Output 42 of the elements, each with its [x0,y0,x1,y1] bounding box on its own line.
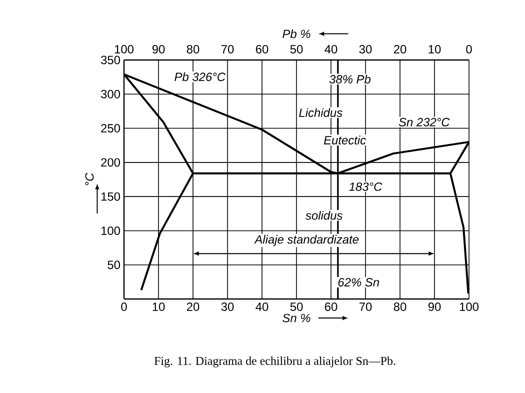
y-tick-label: 250 [101,124,120,133]
annotation: Aliaje standardizate [254,234,359,246]
x-tick-label: 50 [290,302,303,311]
x-tick-label: 80 [394,302,406,311]
x-tick-label: 90 [428,302,441,311]
annotation: Sn 232°C [398,118,450,126]
y-tick-label: 50 [108,260,120,270]
annotation: solidus [306,210,342,220]
x2-tick-label: 10 [428,45,441,54]
x-tick-label: 30 [221,302,234,311]
x-tick-label: 70 [359,302,372,311]
x2-tick-label: 20 [394,45,406,54]
x-tick-label: 40 [256,302,268,311]
y-tick-label: 350 [100,56,120,64]
annotation: Eutectic [324,136,366,144]
text: Fig. 11. Diagrama de echilibru a aliajelor Sn—Pb. [154,356,396,368]
y-tick-label: 150 [101,192,120,201]
x2-tick-label: 30 [359,45,372,54]
annotation: Pb 326°C [174,72,226,82]
annotation: Lichidus [299,108,342,117]
y-tick-label: 100 [101,226,120,235]
annotation: 183°C [349,182,382,191]
x2-tick-label: 80 [186,45,200,54]
x-tick-label: 20 [186,302,200,311]
x-tick-label: 100 [460,302,479,311]
x2-tick-label: 60 [256,45,268,54]
annotation: 38% Pb [329,74,371,84]
annotation: 62% Sn [338,278,379,286]
x-tick-label: 0 [121,302,127,311]
y-axis-title: °C [85,172,94,186]
x-tick-label: 10 [152,302,165,311]
x-tick-label: 60 [324,302,338,311]
x2-axis-title: Pb % [282,29,310,38]
x2-tick-label: 90 [152,45,165,54]
y-tick-label: 300 [100,90,120,98]
y-tick-label: 200 [101,158,120,167]
x2-tick-label: 50 [290,45,303,54]
x2-tick-label: 0 [466,45,472,54]
x-axis-title: Sn % [282,314,310,322]
x2-tick-label: 40 [324,45,338,54]
x2-tick-label: 100 [114,45,134,54]
x2-tick-label: 70 [221,45,234,54]
